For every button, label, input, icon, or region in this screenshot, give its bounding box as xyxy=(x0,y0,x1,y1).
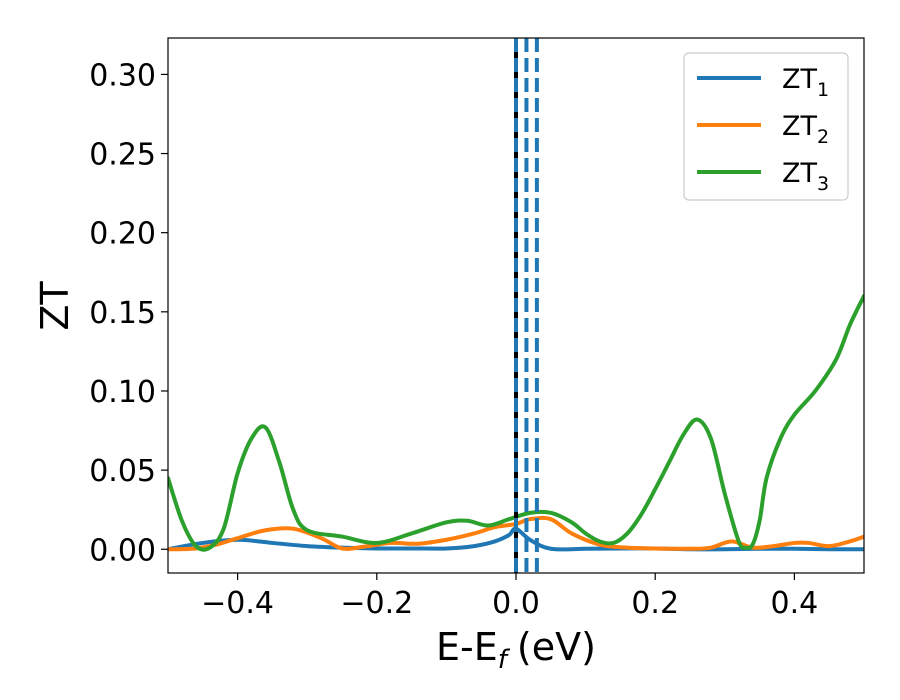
y-tick-label: 0.30 xyxy=(89,58,156,93)
series-lines xyxy=(168,294,864,552)
x-tick-label: −0.4 xyxy=(201,586,274,621)
x-tick-label: 0.2 xyxy=(631,586,679,621)
series-line-3 xyxy=(168,294,864,552)
y-axis-title: ZT xyxy=(33,281,77,331)
legend-label-3: ZT3 xyxy=(782,158,829,195)
legend-label-2: ZT2 xyxy=(782,111,829,148)
y-axis-ticks: 0.00 0.05 0.10 0.15 0.20 0.25 0.30 xyxy=(89,58,168,568)
x-axis-ticks: −0.4 −0.2 0.0 0.2 0.4 xyxy=(201,573,818,621)
x-tick-label: −0.2 xyxy=(340,586,413,621)
y-tick-label: 0.15 xyxy=(89,296,156,331)
y-tick-label: 0.00 xyxy=(89,533,156,568)
legend: ZT1 ZT2 ZT3 xyxy=(683,52,849,201)
y-tick-label: 0.25 xyxy=(89,138,156,173)
x-axis-title-main: E-E xyxy=(436,625,498,669)
legend-label-1: ZT1 xyxy=(782,64,829,101)
vertical-reference-lines xyxy=(514,38,539,573)
series-line-1 xyxy=(168,526,864,552)
legend-frame xyxy=(683,52,849,201)
series-line-2 xyxy=(168,515,864,552)
x-tick-label: 0.0 xyxy=(492,586,540,621)
y-tick-label: 0.20 xyxy=(89,217,156,252)
y-tick-label: 0.05 xyxy=(89,454,156,489)
x-axis-title-unit: (eV) xyxy=(517,625,596,669)
x-tick-label: 0.4 xyxy=(771,586,819,621)
y-tick-label: 0.10 xyxy=(89,375,156,410)
x-axis-title-subscript: f xyxy=(498,645,511,675)
x-axis-title: E-Ef (eV) xyxy=(436,625,596,675)
